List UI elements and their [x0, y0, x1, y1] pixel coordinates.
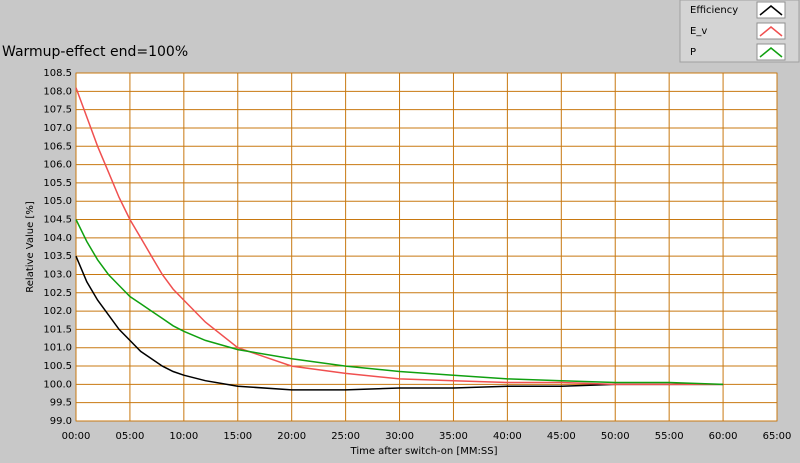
legend-swatch — [759, 47, 783, 58]
x-tick-label: 10:00 — [169, 431, 198, 442]
y-tick-label: 106.5 — [43, 141, 72, 152]
x-tick-label: 25:00 — [331, 431, 360, 442]
y-tick-label: 100.0 — [43, 379, 72, 390]
x-tick-label: 00:00 — [62, 431, 91, 442]
plot-area — [75, 72, 778, 422]
x-tick-label: 60:00 — [709, 431, 738, 442]
legend-swatch-box — [756, 43, 786, 61]
x-tick-label: 45:00 — [547, 431, 576, 442]
legend-label: E_v — [690, 26, 707, 37]
y-tick-label: 107.5 — [43, 105, 72, 116]
x-tick-label: 40:00 — [493, 431, 522, 442]
x-tick-label: 50:00 — [601, 431, 630, 442]
y-tick-label: 102.5 — [43, 288, 72, 299]
legend-swatch-box — [756, 22, 786, 40]
y-tick-label: 106.0 — [43, 160, 72, 171]
series-line — [75, 255, 724, 391]
y-tick-label: 107.0 — [43, 123, 72, 134]
y-tick-label: 99.0 — [50, 416, 72, 427]
x-tick-label: 05:00 — [116, 431, 145, 442]
x-tick-label: 20:00 — [277, 431, 306, 442]
legend-swatch — [759, 5, 783, 16]
x-tick-label: 15:00 — [223, 431, 252, 442]
y-tick-label: 100.5 — [43, 361, 72, 372]
legend-label: P — [690, 47, 696, 58]
y-tick-label: 101.0 — [43, 343, 72, 354]
x-axis-label: Time after switch-on [MM:SS] — [350, 446, 498, 457]
legend-swatch — [759, 26, 783, 37]
y-tick-label: 108.0 — [43, 86, 72, 97]
y-tick-label: 101.5 — [43, 324, 72, 335]
y-tick-label: 99.5 — [50, 398, 72, 409]
y-axis-label: Relative Value [%] — [25, 201, 36, 293]
chart-title: Warmup-effect end=100% — [2, 44, 188, 60]
series-line — [75, 87, 724, 386]
y-tick-label: 104.5 — [43, 215, 72, 226]
x-tick-label: 30:00 — [385, 431, 414, 442]
y-tick-label: 102.0 — [43, 306, 72, 317]
x-tick-label: 65:00 — [763, 431, 792, 442]
y-tick-label: 104.0 — [43, 233, 72, 244]
legend-label: Efficiency — [690, 5, 738, 16]
y-tick-label: 103.0 — [43, 269, 72, 280]
y-tick-label: 105.5 — [43, 178, 72, 189]
series-line — [75, 219, 724, 386]
x-tick-label: 35:00 — [439, 431, 468, 442]
legend-swatch-box — [756, 1, 786, 19]
y-tick-label: 103.5 — [43, 251, 72, 262]
y-tick-label: 108.5 — [43, 68, 72, 79]
y-tick-label: 105.0 — [43, 196, 72, 207]
x-tick-label: 55:00 — [655, 431, 684, 442]
